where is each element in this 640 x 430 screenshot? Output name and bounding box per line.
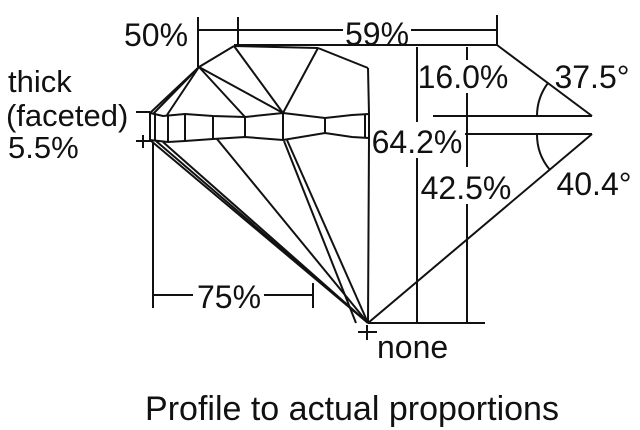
pavilion-facet-lines bbox=[149, 137, 370, 324]
crown-angle-arc bbox=[536, 82, 549, 117]
label-girdle-desc-2: (faceted) bbox=[6, 98, 128, 133]
depth-dimension-lines bbox=[368, 47, 485, 324]
girdle-band bbox=[149, 111, 370, 144]
lower-girdle-dimension bbox=[152, 142, 314, 308]
crown-facet-lines bbox=[152, 45, 319, 118]
label-table-width: 59% bbox=[345, 16, 409, 52]
label-total-depth: 64.2% bbox=[372, 124, 463, 160]
top-dimension-lines bbox=[197, 15, 498, 67]
label-lower-girdle: 75% bbox=[197, 279, 261, 315]
label-culet-size: none bbox=[377, 329, 448, 365]
culet-marker bbox=[358, 325, 377, 340]
crown-angle-wedge bbox=[433, 44, 593, 117]
label-pavilion-depth: 42.5% bbox=[421, 170, 512, 206]
label-pavilion-angle: 40.4° bbox=[556, 166, 631, 202]
diagram-caption: Profile to actual proportions bbox=[145, 390, 559, 428]
label-crown-height: 16.0% bbox=[418, 59, 509, 95]
label-girdle-desc-1: thick bbox=[8, 64, 72, 99]
label-crown-angle: 37.5° bbox=[554, 59, 629, 95]
pavilion-angle-wedge bbox=[367, 133, 593, 324]
label-upper-width: 50% bbox=[124, 17, 188, 53]
label-girdle-thickness: 5.5% bbox=[8, 130, 79, 165]
girdle-thickness-ticks bbox=[136, 111, 151, 148]
pavilion-angle-arc bbox=[535, 133, 551, 171]
